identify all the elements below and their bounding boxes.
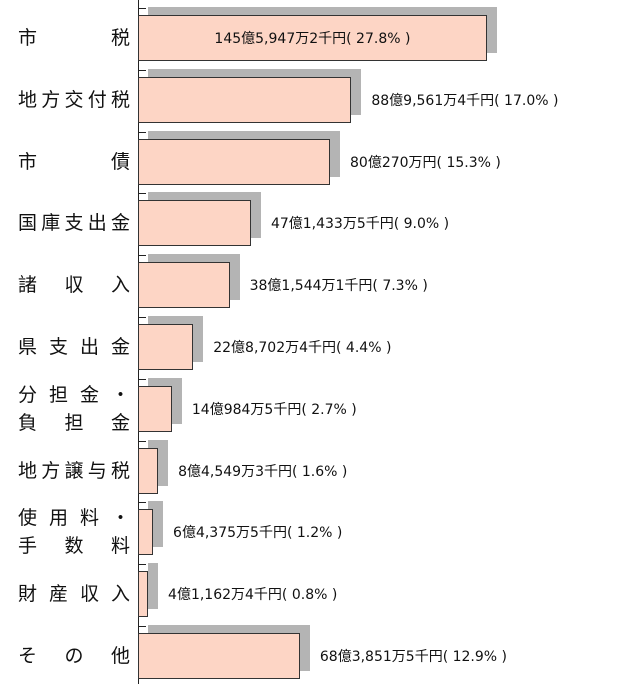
- tick: [138, 193, 146, 194]
- bar: [138, 200, 251, 246]
- value-label: 38億1,544万1千円( 7.3% ): [250, 275, 428, 295]
- bar: [138, 633, 300, 679]
- category-label: 地方譲与税: [18, 457, 130, 485]
- category-label-line: 使用料・: [18, 504, 130, 532]
- category-label: 地方交付税: [18, 86, 130, 114]
- value-label: 68億3,851万5千円( 12.9% ): [320, 646, 507, 666]
- category-label-line: 市債: [18, 148, 130, 176]
- chart: 市税 145億5,947万2千円( 27.8% ) 地方交付税 88億9,561万4千…: [0, 0, 620, 684]
- category-label: 市債: [18, 148, 130, 176]
- value-label: 14億984万5千円( 2.7% ): [192, 399, 357, 419]
- category-label-line: 地方譲与税: [18, 457, 130, 485]
- category-label-line: 負担金: [18, 409, 130, 437]
- value-label: 6億4,375万5千円( 1.2% ): [173, 522, 342, 542]
- bar: [138, 386, 172, 432]
- category-label-line: 国庫支出金: [18, 209, 130, 237]
- value-label: 8億4,549万3千円( 1.6% ): [178, 461, 347, 481]
- category-label-line: 財産収入: [18, 580, 130, 608]
- tick: [138, 626, 146, 627]
- bar: [138, 571, 148, 617]
- category-label: 諸収入: [18, 271, 130, 299]
- category-label: 県支出金: [18, 333, 130, 361]
- bar: [138, 324, 193, 370]
- value-label: 88億9,561万4千円( 17.0% ): [371, 90, 558, 110]
- tick: [138, 564, 146, 565]
- tick: [138, 132, 146, 133]
- bar: [138, 448, 158, 494]
- tick: [138, 502, 146, 503]
- value-label: 47億1,433万5千円( 9.0% ): [271, 213, 449, 233]
- category-label-line: 県支出金: [18, 333, 130, 361]
- category-label-line: その他: [18, 642, 130, 670]
- category-label: その他: [18, 642, 130, 670]
- category-label-line: 市税: [18, 24, 130, 52]
- category-label: 使用料・手数料: [18, 504, 130, 560]
- value-label: 145億5,947万2千円( 27.8% ): [214, 28, 410, 48]
- bar: [138, 509, 153, 555]
- value-label: 4億1,162万4千円( 0.8% ): [168, 584, 337, 604]
- category-label: 分担金・負担金: [18, 381, 130, 437]
- tick: [138, 8, 146, 9]
- tick: [138, 255, 146, 256]
- category-label: 国庫支出金: [18, 209, 130, 237]
- bar: [138, 262, 230, 308]
- bar: [138, 77, 351, 123]
- tick: [138, 70, 146, 71]
- value-label: 22億8,702万4千円( 4.4% ): [213, 337, 391, 357]
- category-label-line: 地方交付税: [18, 86, 130, 114]
- value-label: 80億270万円( 15.3% ): [350, 152, 501, 172]
- tick: [138, 317, 146, 318]
- category-label-line: 分担金・: [18, 381, 130, 409]
- tick: [138, 441, 146, 442]
- category-label-line: 手数料: [18, 532, 130, 560]
- category-label-line: 諸収入: [18, 271, 130, 299]
- category-label: 市税: [18, 24, 130, 52]
- bar-shadow: [148, 563, 158, 609]
- category-label: 財産収入: [18, 580, 130, 608]
- bar: [138, 139, 330, 185]
- tick: [138, 379, 146, 380]
